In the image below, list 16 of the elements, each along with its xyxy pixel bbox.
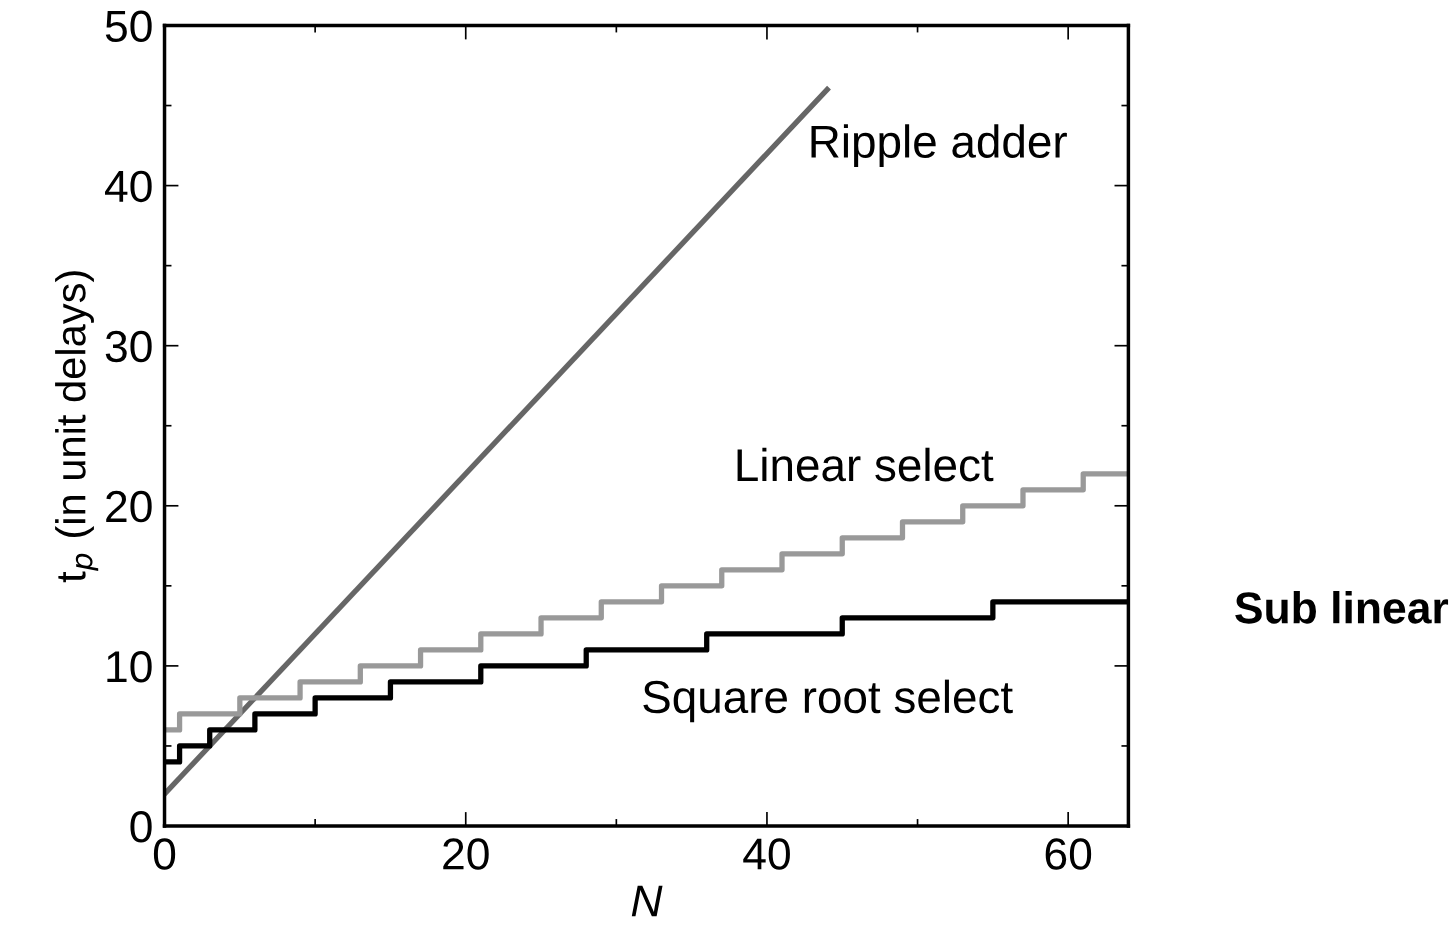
- text: Sub linear: [1235, 591, 1449, 624]
- y-tick-label: 10: [107, 650, 152, 683]
- y-tick-label: 0: [130, 811, 152, 843]
- y-axis-title: t$_{p}$ (in unit delays): [55, 271, 99, 583]
- y-tick-label: 50: [105, 10, 152, 43]
- x-tick-label: 40: [743, 838, 790, 870]
- x-tick-label: 60: [1045, 838, 1092, 870]
- x-axis-title: N: [631, 885, 663, 917]
- y-tick-label: 40: [105, 170, 152, 203]
- x-tick-label: 0: [153, 838, 176, 870]
- series-label: Ripple adder: [811, 124, 1067, 167]
- y-tick-label: 20: [106, 490, 152, 523]
- x-tick-label: 20: [443, 838, 489, 870]
- series-label: Linear select: [737, 447, 994, 482]
- series-label: Square root select: [643, 679, 1013, 723]
- y-tick-label: 30: [105, 330, 152, 363]
